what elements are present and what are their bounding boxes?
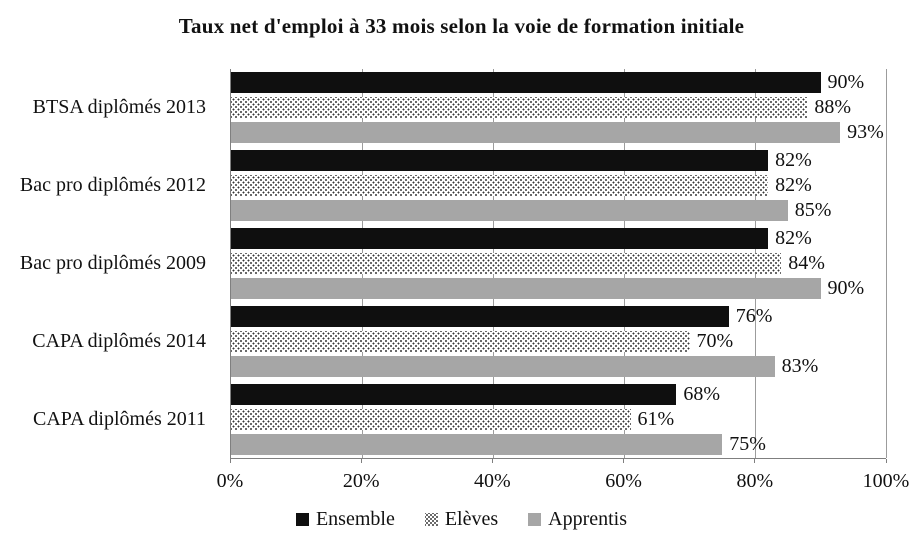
category-label: Bac pro diplômés 2012: [19, 174, 206, 197]
bar-row: 84%: [231, 251, 886, 274]
bar-row: 88%: [231, 96, 886, 119]
bar-row: 68%: [231, 382, 886, 405]
legend-label: Ensemble: [315, 508, 395, 530]
bar-row: 93%: [231, 121, 886, 144]
x-tick-label: 0%: [216, 470, 244, 492]
category-axis: BTSA diplômés 2013 Bac pro diplômés 2012 B…: [0, 69, 218, 458]
bar-ensemble: [231, 150, 769, 172]
category-label: CAPA diplômés 2014: [32, 329, 206, 352]
bar-apprentis: [231, 433, 723, 455]
bar-ensemble: [231, 227, 769, 249]
bar-row: 83%: [231, 354, 886, 377]
legend-marker-icon: [295, 513, 309, 526]
x-tick-mark: [885, 459, 887, 463]
bar-row: 85%: [231, 199, 886, 222]
x-tick-label: 20%: [342, 470, 380, 492]
bar-value-label: 83%: [781, 354, 819, 377]
x-tick-label: 60%: [605, 470, 642, 492]
bar-value-label: 88%: [814, 96, 852, 119]
legend-item-apprentis: Apprentis: [528, 508, 627, 531]
bar-value-label: 75%: [729, 432, 766, 455]
bar-elèves: [231, 252, 782, 274]
category-label: Bac pro diplômés 2009: [19, 251, 206, 274]
gridline-100%: [886, 69, 887, 458]
plot-area: 90% 88% 93% 82% 82% 85% 82% 84% 90% 76% 70% 83% 68% 6…: [230, 69, 887, 459]
legend-label: Apprentis: [548, 508, 628, 530]
bar-value-label: 68%: [683, 382, 721, 405]
x-tick-label: 80%: [736, 470, 774, 492]
bar-value-label: 61%: [637, 407, 675, 430]
x-tick-mark: [229, 459, 231, 463]
bar-value-label: 90%: [827, 71, 865, 94]
x-tick-mark: [623, 459, 625, 463]
bar-ensemble: [231, 305, 729, 327]
x-tick-label: 100%: [862, 470, 910, 492]
bar-value-label: 76%: [735, 304, 773, 327]
x-tick-label: 40%: [474, 470, 511, 492]
bar-row: 90%: [231, 276, 886, 299]
bar-apprentis: [231, 200, 788, 222]
bar-elèves: [231, 408, 631, 430]
bar-group: 68% 61% 75%: [231, 380, 886, 458]
bar-value-label: 85%: [794, 199, 832, 222]
x-tick-mark: [360, 459, 362, 463]
legend-marker-icon: [424, 513, 438, 526]
bar-group: 90% 88% 93%: [231, 69, 886, 147]
bar-row: 61%: [231, 407, 886, 430]
bar-row: 82%: [231, 149, 886, 172]
chart-title: Taux net d'emploi à 33 mois selon la voi…: [178, 14, 745, 38]
bar-group: 76% 70% 83%: [231, 302, 886, 380]
bar-value-label: 82%: [775, 226, 812, 249]
bar-apprentis: [231, 277, 821, 299]
legend-marker-icon: [528, 513, 542, 526]
bar-row: 76%: [231, 304, 886, 327]
bar-elèves: [231, 97, 808, 119]
bar-group: 82% 84% 90%: [231, 225, 886, 303]
bar-value-label: 82%: [775, 174, 812, 197]
bar-group: 82% 82% 85%: [231, 147, 886, 225]
legend: Ensemble Elèves Apprentis: [0, 508, 923, 531]
x-axis-ticks: [229, 459, 887, 464]
bar-groups: 90% 88% 93% 82% 82% 85% 82% 84% 90% 76% 70% 83% 68% 6…: [231, 69, 886, 458]
bar-elèves: [231, 175, 769, 197]
category-label: CAPA diplômés 2011: [33, 407, 206, 430]
bar-value-label: 90%: [827, 276, 865, 299]
bar-apprentis: [231, 122, 841, 144]
bar-row: 75%: [231, 432, 886, 455]
bar-row: 70%: [231, 329, 886, 352]
bar-ensemble: [231, 72, 821, 94]
legend-label: Elèves: [444, 508, 499, 530]
bar-value-label: 82%: [775, 149, 812, 172]
bar-ensemble: [231, 383, 677, 405]
category-label: BTSA diplômés 2013: [32, 96, 206, 119]
bar-value-label: 84%: [788, 251, 825, 274]
bar-elèves: [231, 330, 690, 352]
bar-row: 82%: [231, 174, 886, 197]
x-tick-mark: [491, 459, 493, 463]
x-axis-labels: 0% 20% 40% 60% 80% 100%: [217, 470, 910, 496]
bar-value-label: 93%: [847, 121, 884, 144]
bar-row: 82%: [231, 226, 886, 249]
bar-apprentis: [231, 355, 775, 377]
bar-row: 90%: [231, 71, 886, 94]
x-tick-mark: [754, 459, 756, 463]
bar-value-label: 70%: [696, 329, 734, 352]
legend-item-elèves: Elèves: [424, 508, 499, 531]
legend-item-ensemble: Ensemble: [295, 508, 395, 531]
